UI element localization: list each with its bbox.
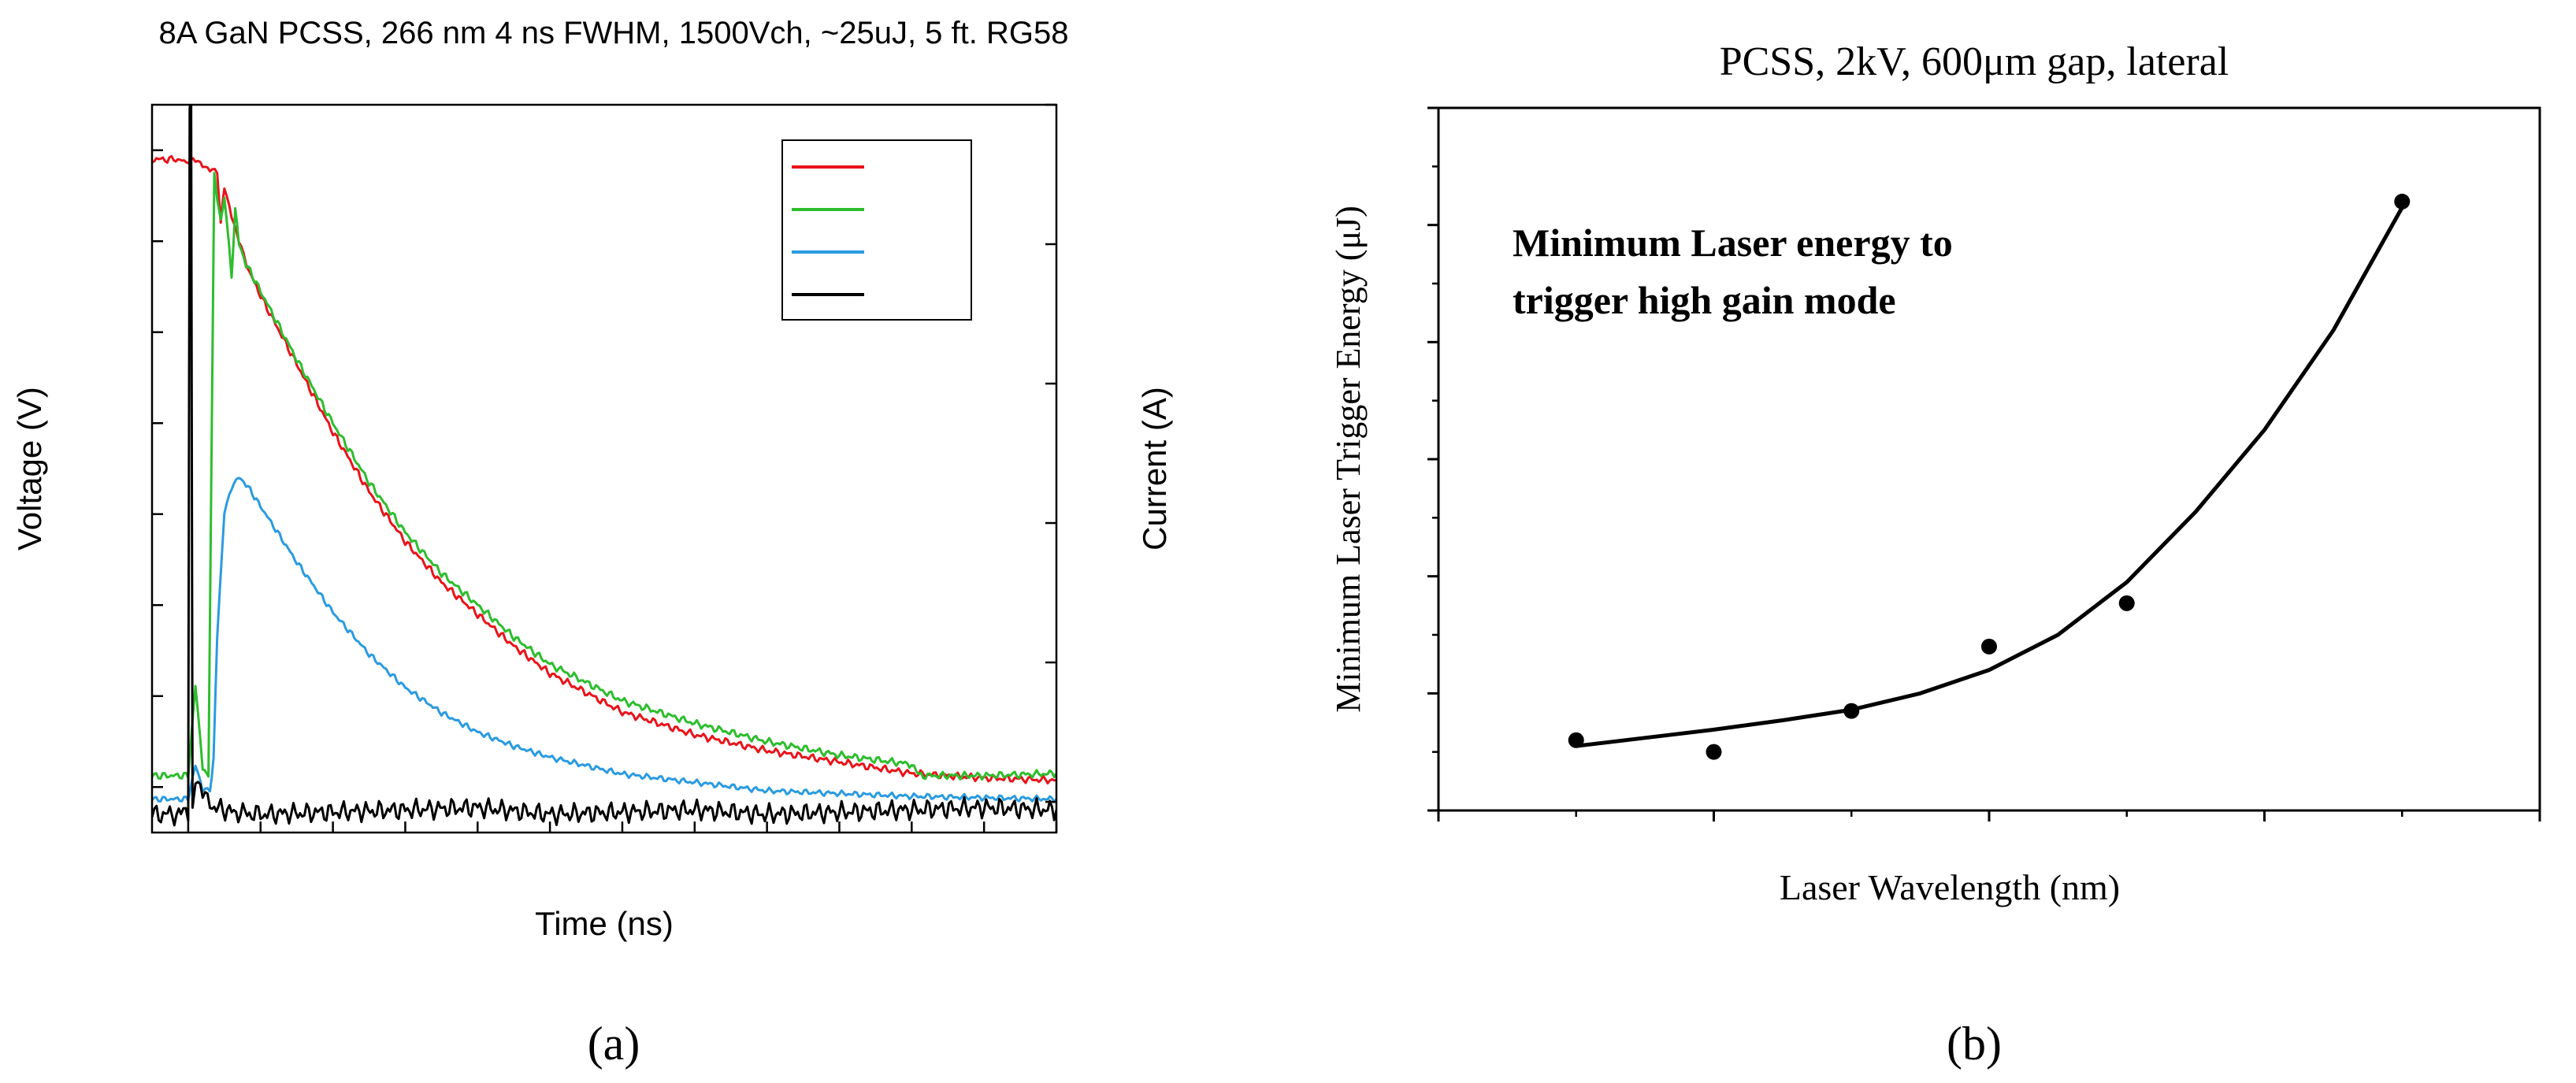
panel-b-title: PCSS, 2kV, 600μm gap, lateral [1720,39,2229,84]
panel-a-series [152,105,1056,827]
series-line-laser [152,105,1056,827]
panel-a-label: (a) [588,1018,640,1070]
panel-a: 8A GaN PCSS, 266 nm 4 ns FWHM, 1500Vch, … [11,16,1173,1070]
panel-a-y2-axis [1045,103,1056,803]
panel-b: PCSS, 2kV, 600μm gap, lateral Minimum La… [1329,39,2541,1070]
panel-b-y-axis [1427,106,1438,812]
panel-a-y2-label: Current (A) [1136,387,1173,551]
panel-a-y-label: Voltage (V) [11,387,48,551]
panel-a-plot-frame [150,103,1058,834]
panel-b-x-axis [1437,810,2541,822]
panel-b-y-label: Minimum Laser Trigger Energy (μJ) [1329,206,1368,713]
panel-a-x-label: Time (ns) [535,905,674,942]
panel-b-annotation-line-2: trigger high gain mode [1513,278,1896,322]
data-point [1706,744,1722,760]
panel-a-x-axis [187,822,1058,833]
series-line-high [152,154,1056,784]
series-line-cvr [152,477,1056,803]
data-point [1981,638,1997,655]
data-point [1568,732,1584,748]
panel-a-y-axis [152,149,163,788]
panel-b-series [1568,193,2411,760]
series-line-low [152,172,1056,781]
panel-a-title: 8A GaN PCSS, 266 nm 4 ns FWHM, 1500Vch, … [159,16,1069,50]
fit-curve [1576,206,2404,748]
panel-b-annotation-line-1: Minimum Laser energy to [1513,221,1953,265]
data-point [2118,595,2135,611]
data-point [1843,703,1860,719]
panel-b-plot-frame [1437,106,2541,812]
panel-b-label: (b) [1947,1018,2002,1070]
data-point [2394,193,2411,210]
panel-a-legend [781,139,972,321]
panel-b-x-label: Laser Wavelength (nm) [1780,867,2120,907]
